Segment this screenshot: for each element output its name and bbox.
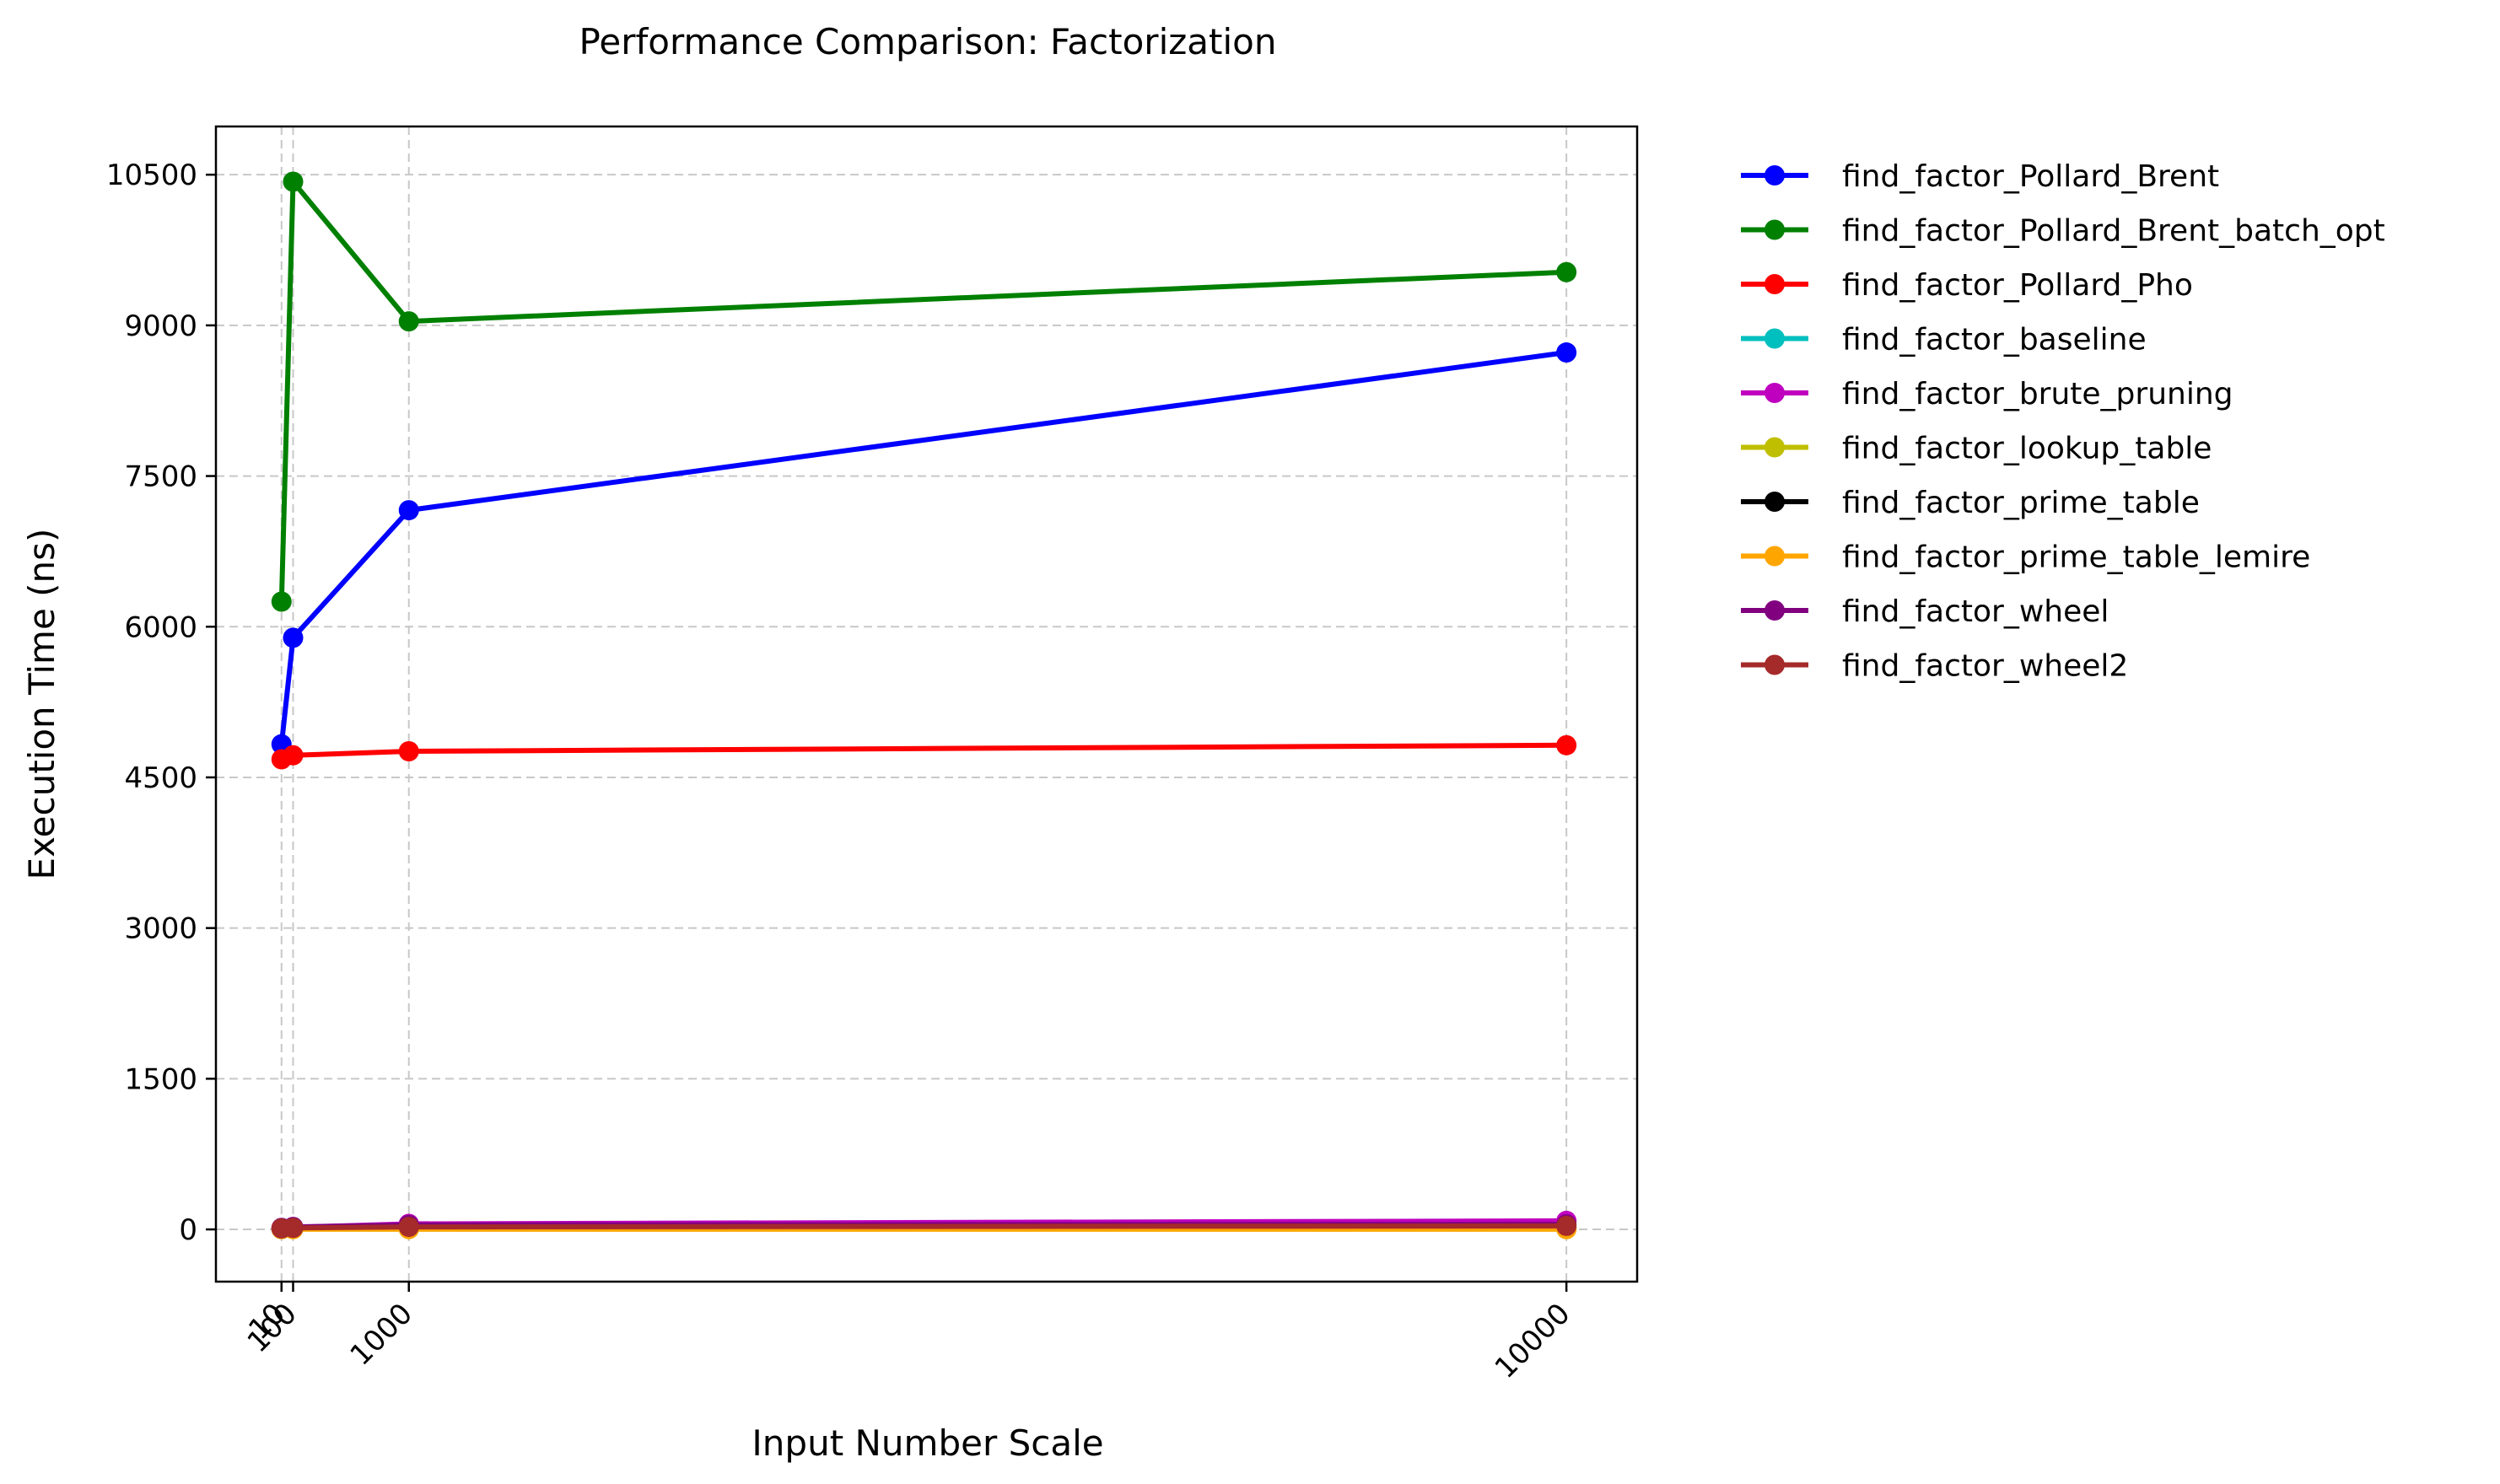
series-find_factor_Pollard_Pho [271, 734, 1577, 770]
legend-marker [1765, 274, 1785, 294]
chart-title: Performance Comparison: Factorization [579, 21, 1277, 62]
legend-marker [1765, 437, 1785, 458]
legend-item: find_factor_brute_pruning [1741, 377, 2233, 411]
legend-marker [1765, 383, 1785, 403]
legend-item: find_factor_wheel [1741, 594, 2109, 629]
x-tick-label: 10000 [1489, 1297, 1577, 1385]
data-point [283, 745, 304, 766]
data-point [398, 1217, 419, 1238]
data-point [1556, 261, 1577, 282]
data-point [398, 500, 419, 521]
legend-label: find_factor_brute_pruning [1842, 377, 2233, 411]
x-tick-label: 1000 [344, 1297, 419, 1372]
legend-item: find_factor_Pollard_Brent [1741, 159, 2219, 194]
series-find_factor_Pollard_Brent [271, 342, 1577, 755]
legend-label: find_factor_Pollard_Brent [1842, 159, 2219, 194]
series-line [278, 179, 1570, 605]
legend-item: find_factor_prime_table_lemire [1741, 540, 2310, 575]
legend-label: find_factor_prime_table_lemire [1842, 540, 2310, 575]
legend-label: find_factor_lookup_table [1842, 432, 2212, 466]
y-tick-label: 7500 [124, 460, 197, 494]
legend-label: find_factor_Pollard_Pho [1842, 268, 2193, 303]
legend-marker [1765, 600, 1785, 621]
legend-marker [1765, 654, 1785, 675]
y-tick-label: 6000 [124, 610, 197, 644]
series-lines [271, 171, 1577, 1239]
y-tick-label: 10500 [106, 159, 197, 192]
series-find_factor_Pollard_Brent_batch_opt [271, 171, 1577, 612]
y-tick-label: 9000 [124, 309, 197, 343]
y-tick-label: 3000 [124, 912, 197, 946]
data-point [283, 171, 304, 192]
data-point [271, 591, 292, 612]
data-point [1556, 1215, 1577, 1236]
series-find_factor_wheel2 [271, 1215, 1577, 1239]
legend-item: find_factor_Pollard_Pho [1741, 268, 2193, 303]
legend-marker [1765, 165, 1785, 186]
data-point [283, 627, 304, 648]
legend: find_factor_Pollard_Brent find_factor_Pol… [1741, 159, 2385, 684]
legend-marker [1765, 492, 1785, 512]
x-axis-title: Input Number Scale [752, 1422, 1103, 1464]
legend-label: find_factor_prime_table [1842, 486, 2200, 520]
legend-item: find_factor_wheel2 [1741, 649, 2128, 684]
legend-marker [1765, 219, 1785, 240]
legend-item: find_factor_prime_table [1741, 486, 2200, 520]
data-point [398, 740, 419, 761]
legend-label: find_factor_Pollard_Brent_batch_opt [1842, 214, 2385, 249]
data-point [1556, 342, 1577, 363]
legend-item: find_factor_baseline [1741, 323, 2147, 358]
y-tick-label: 4500 [124, 761, 197, 795]
plot-frame [214, 125, 1639, 1283]
legend-label: find_factor_wheel [1842, 594, 2109, 629]
series-line [278, 1223, 1570, 1231]
y-axis-title: Execution Time (ns) [21, 529, 62, 880]
legend-item: find_factor_Pollard_Brent_batch_opt [1741, 214, 2385, 249]
data-point [398, 311, 419, 332]
series-line [278, 742, 1570, 762]
series-line [278, 350, 1570, 747]
legend-label: find_factor_wheel2 [1842, 649, 2128, 684]
legend-label: find_factor_baseline [1842, 323, 2147, 358]
data-point [1556, 734, 1577, 755]
x-tick-label: 100 [241, 1297, 304, 1359]
y-tick-label: 0 [179, 1213, 197, 1247]
grid-lines [216, 126, 1637, 1282]
legend-marker [1765, 328, 1785, 349]
data-point [283, 1218, 304, 1239]
legend-marker [1765, 546, 1785, 567]
y-tick-label: 1500 [124, 1062, 197, 1096]
legend-item: find_factor_lookup_table [1741, 432, 2212, 466]
